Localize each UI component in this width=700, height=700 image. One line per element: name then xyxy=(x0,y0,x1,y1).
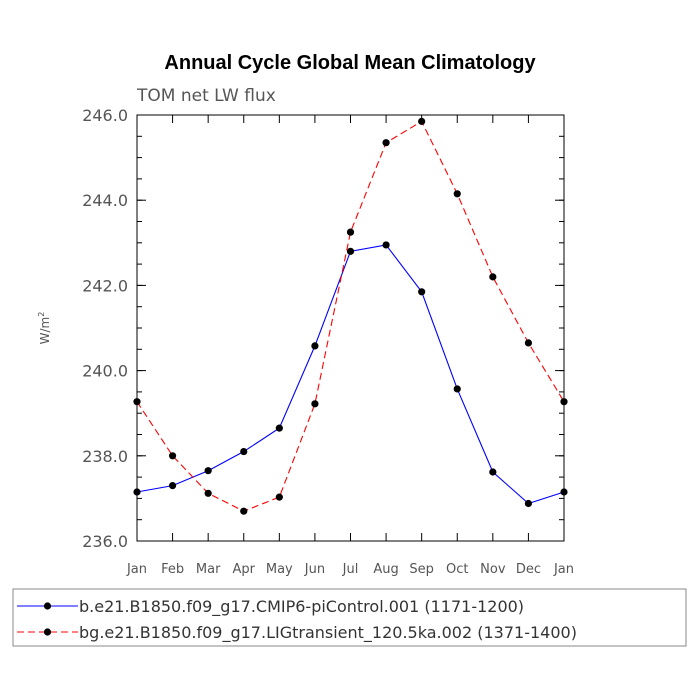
series-2-point xyxy=(346,228,355,236)
y-tick-label: 240.0 xyxy=(82,362,128,381)
series-2-point xyxy=(275,493,283,501)
series-2-point xyxy=(382,139,390,147)
plot-axes: 236.0 238.0 240.0 242.0 244.0 246.0 Jan Feb Mar A… xyxy=(82,106,574,577)
legend-label-2: bg.e21.B1850.f09_g17.LIGtransient_120.5k… xyxy=(79,623,577,643)
chart-title: Annual Cycle Global Mean Climatology xyxy=(164,52,536,74)
x-tick-label: Apr xyxy=(233,562,256,577)
series-2-point xyxy=(418,117,426,125)
series-1-point xyxy=(204,467,212,475)
x-tick-label: Jan xyxy=(126,562,147,577)
series-2-point xyxy=(560,398,568,406)
x-tick-label: Jan xyxy=(553,562,574,577)
series-2-point xyxy=(133,398,141,406)
legend-label-1: b.e21.B1850.f09_g17.CMIP6-piControl.001 … xyxy=(79,597,524,617)
y-tick-label: 244.0 xyxy=(82,191,128,210)
series-1-point xyxy=(418,288,426,296)
x-tick-label: Aug xyxy=(373,562,398,577)
series-2-point xyxy=(204,489,212,497)
y-tick-label: 238.0 xyxy=(82,447,128,466)
y-axis-label-superscript: 2 xyxy=(37,312,46,317)
plot-frame xyxy=(136,114,565,542)
x-tick-label: Oct xyxy=(446,562,468,577)
x-tick-label: Jun xyxy=(304,562,325,577)
series-layer xyxy=(133,117,568,515)
x-tick-label: Jul xyxy=(342,562,359,577)
legend-box xyxy=(12,588,687,647)
x-tick-label: Feb xyxy=(161,562,184,577)
x-tick-label: Dec xyxy=(516,562,541,577)
legend: b.e21.B1850.f09_g17.CMIP6-piControl.001 … xyxy=(12,588,687,647)
y-axis-label: W/m2 xyxy=(37,312,52,345)
series-line-1 xyxy=(136,244,565,505)
y-tick-label: 246.0 xyxy=(82,106,128,125)
x-tick-label: Nov xyxy=(480,562,506,577)
y-tick-label: 236.0 xyxy=(82,532,128,551)
series-1-point xyxy=(489,468,497,476)
x-tick-label: Sep xyxy=(409,562,434,577)
chart-subtitle: TOM net LW flux xyxy=(136,86,276,106)
series-2-point xyxy=(489,273,497,281)
x-tick-label: Mar xyxy=(196,562,221,577)
series-2-point xyxy=(524,339,533,347)
series-2-point xyxy=(311,400,319,408)
series-line-2 xyxy=(136,120,565,512)
series-1-point xyxy=(275,424,283,432)
y-tick-label: 242.0 xyxy=(82,276,128,295)
series-1-point xyxy=(240,447,248,456)
series-1-point xyxy=(133,488,141,496)
legend-marker-1 xyxy=(43,602,52,610)
series-1-point xyxy=(168,482,177,490)
series-1-point xyxy=(524,499,533,508)
x-tick-label: May xyxy=(266,562,293,577)
series-2-point xyxy=(240,507,248,515)
series-1-point xyxy=(560,488,568,496)
series-1-point xyxy=(346,247,355,255)
series-1-point xyxy=(453,385,461,393)
series-1-point xyxy=(311,342,319,350)
series-1-point xyxy=(382,241,390,249)
series-2-point xyxy=(168,452,177,460)
series-2-point xyxy=(453,190,461,198)
legend-marker-2 xyxy=(43,628,52,636)
